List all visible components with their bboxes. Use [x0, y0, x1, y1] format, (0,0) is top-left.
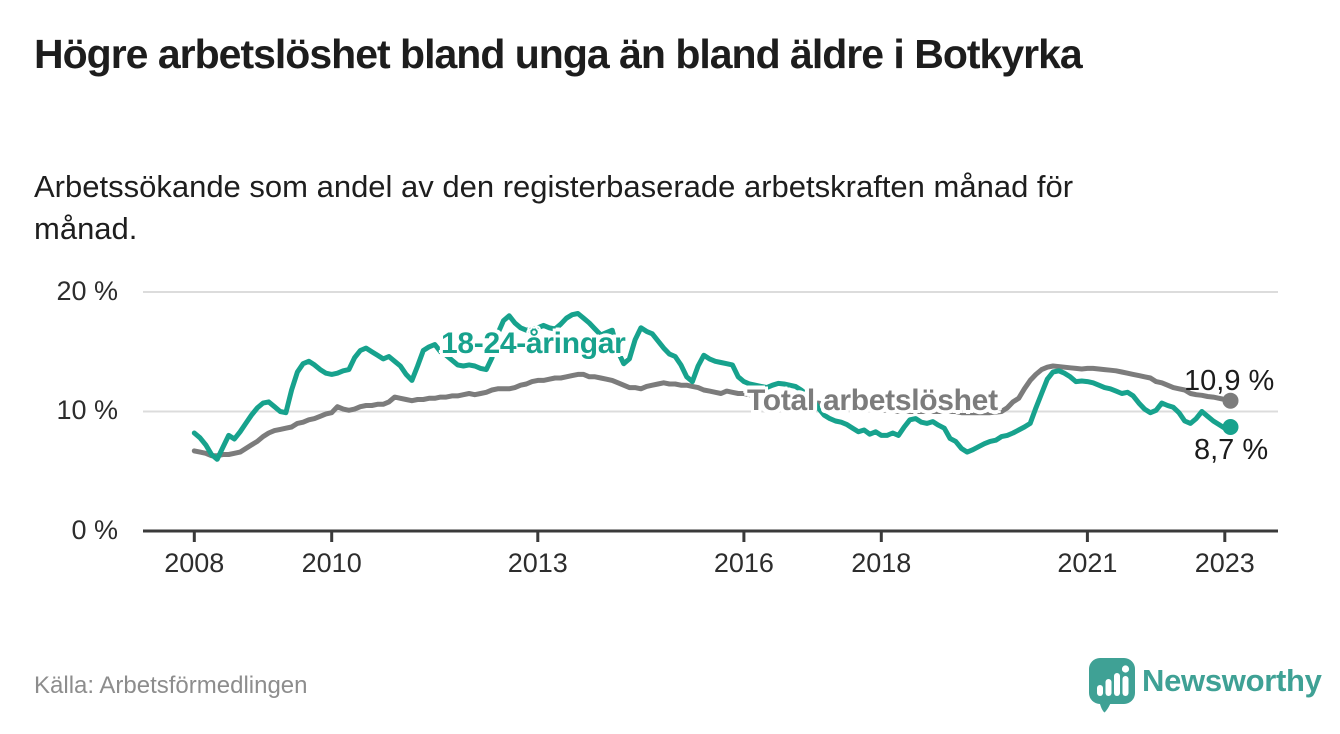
x-tick-label: 2018	[851, 548, 912, 578]
end-value-label-youth: 8,7 %	[1194, 434, 1269, 466]
end-dot-youth	[1222, 419, 1239, 435]
x-tick-label: 2010	[301, 548, 362, 578]
newsworthy-wordmark: Newsworthy	[1142, 663, 1322, 698]
page-title: Högre arbetslöshet bland unga än bland ä…	[34, 31, 1083, 77]
x-tick-label: 2016	[713, 548, 774, 578]
x-tick-label: 2023	[1194, 548, 1255, 578]
x-tick-label: 2021	[1057, 548, 1118, 578]
y-tick-label: 0 %	[71, 515, 118, 545]
x-tick-label: 2008	[164, 548, 225, 578]
end-dot-total	[1222, 392, 1239, 409]
y-tick-label: 10 %	[56, 395, 118, 426]
newsworthy-logo-icon	[1089, 658, 1135, 713]
end-value-label-total: 10,9 %	[1184, 365, 1275, 397]
series-label-total: Total arbetslöshet	[747, 384, 998, 417]
x-tick-label: 2013	[507, 548, 568, 578]
y-tick-label: 20 %	[56, 275, 118, 306]
series-label-youth: 18-24-åringar	[441, 327, 626, 360]
source-credit: Källa: Arbetsförmedlingen	[34, 672, 308, 699]
data-line-total	[191, 363, 1233, 459]
chart-subtitle: Arbetssökande som andel av den registerb…	[34, 169, 1074, 246]
data-line-youth	[191, 311, 1233, 462]
